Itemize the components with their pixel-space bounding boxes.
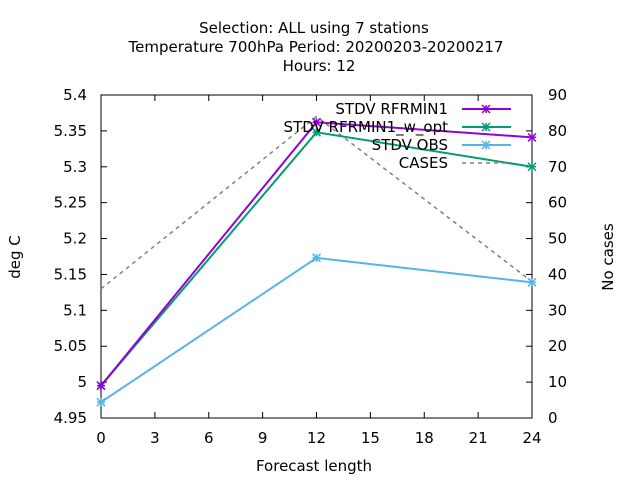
series-stdv-rfrmin1 — [96, 117, 537, 391]
legend-label: STDV OBS — [372, 136, 448, 154]
y-tick-label: 5.3 — [63, 158, 87, 176]
y-tick-label: 5 — [77, 373, 87, 391]
legend-item: STDV RFRMIN1_w_opt — [284, 118, 511, 137]
y2-tick-label: 90 — [548, 86, 567, 104]
y-tick-label: 5.15 — [54, 265, 87, 283]
data-point — [527, 162, 537, 172]
title-line-3: Hours: 12 — [283, 57, 356, 75]
y-tick-label: 5.35 — [54, 122, 87, 140]
chart-title: Selection: ALL using 7 stations Temperat… — [128, 19, 504, 75]
title-line-1: Selection: ALL using 7 stations — [199, 19, 429, 37]
y2-tick-label: 10 — [548, 373, 567, 391]
y2-tick-label: 0 — [548, 409, 558, 427]
x-tick-label: 6 — [204, 429, 214, 447]
data-point — [481, 104, 491, 114]
y-tick-label: 5.2 — [63, 230, 87, 248]
y2-tick-label: 30 — [548, 301, 567, 319]
data-point — [96, 381, 106, 391]
y2-tick-label: 70 — [548, 158, 567, 176]
data-point — [527, 277, 537, 287]
y-tick-label: 5.4 — [63, 86, 87, 104]
series-stdv-obs — [96, 253, 537, 407]
x-tick-label: 12 — [307, 429, 326, 447]
data-point — [311, 117, 322, 127]
y2-tick-label: 40 — [548, 265, 567, 283]
legend-label: STDV RFRMIN1_w_opt — [284, 118, 449, 137]
x-axis-label: Forecast length — [256, 457, 372, 475]
legend-item: STDV OBS — [372, 136, 511, 154]
data-point — [96, 397, 106, 407]
series-line — [100, 256, 533, 404]
series-line — [100, 115, 533, 290]
y-tick-label: 5.05 — [54, 337, 87, 355]
legend-label: CASES — [399, 154, 448, 172]
x-tick-label: 0 — [96, 429, 106, 447]
data-point — [481, 140, 491, 150]
y-axis-label: deg C — [6, 235, 24, 279]
y2-tick-label: 60 — [548, 194, 567, 212]
axis-ticks: 0 3 6 9 12 15 18 21 24 4.95 5 5.05 5.1 5.15 5.2 5.25 5.3… — [54, 86, 568, 447]
legend-item: CASES — [399, 154, 511, 172]
y-tick-label: 5.25 — [54, 194, 87, 212]
y2-tick-label: 50 — [548, 230, 567, 248]
x-tick-label: 9 — [258, 429, 268, 447]
data-point — [527, 132, 537, 142]
data-point — [481, 122, 491, 132]
data-point — [311, 253, 322, 263]
title-line-2: Temperature 700hPa Period: 20200203-2020… — [128, 38, 504, 56]
y2-tick-label: 80 — [548, 122, 567, 140]
x-tick-label: 21 — [469, 429, 488, 447]
y2-tick-label: 20 — [548, 337, 567, 355]
x-tick-label: 18 — [415, 429, 434, 447]
x-tick-label: 15 — [361, 429, 380, 447]
legend-label: STDV RFRMIN1 — [335, 100, 448, 118]
series-cases — [100, 115, 533, 290]
legend-item: STDV RFRMIN1 — [335, 100, 511, 118]
series-layer — [96, 115, 537, 407]
y-tick-label: 5.1 — [63, 301, 87, 319]
x-tick-label: 3 — [150, 429, 160, 447]
x-tick-label: 24 — [522, 429, 541, 447]
data-point — [311, 127, 322, 137]
y-tick-label: 4.95 — [54, 409, 87, 427]
y2-axis-label: No cases — [599, 223, 617, 291]
